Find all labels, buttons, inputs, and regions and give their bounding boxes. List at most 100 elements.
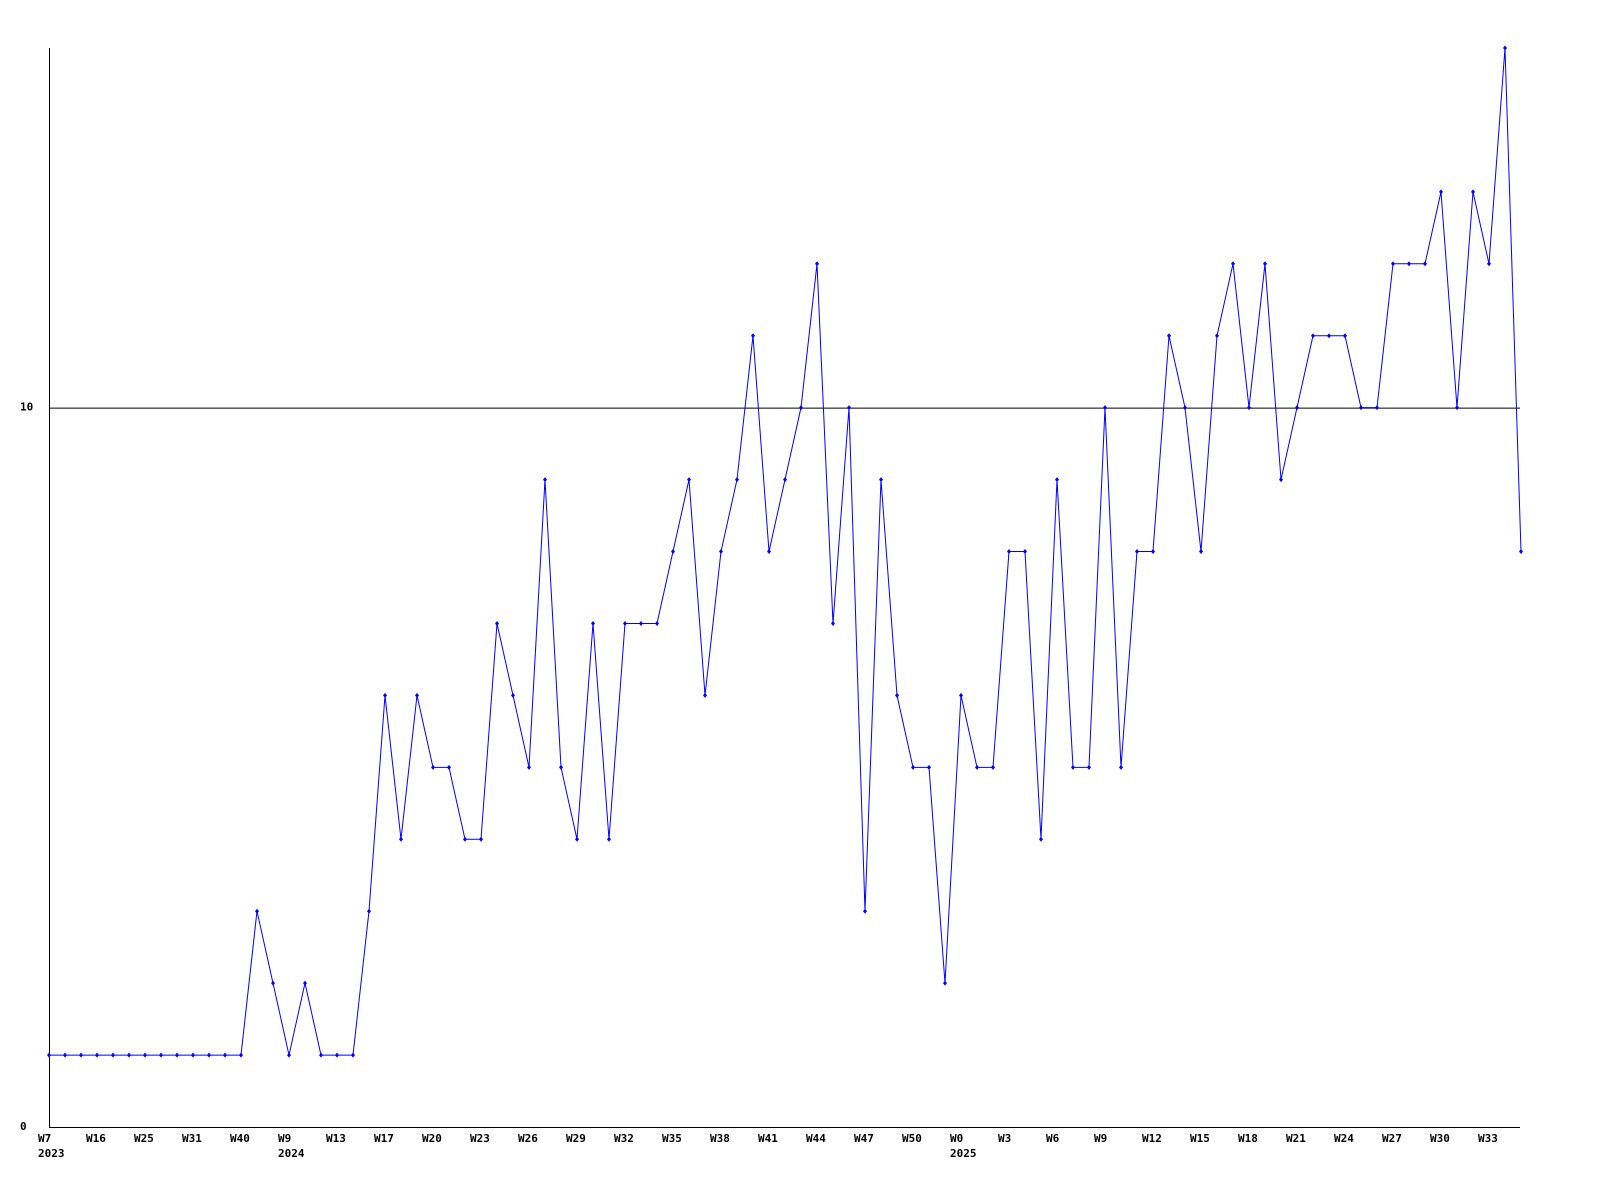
data-point — [1327, 333, 1331, 339]
x-tick-label: W40 — [230, 1132, 250, 1145]
data-point — [815, 261, 819, 267]
data-point — [1359, 405, 1363, 411]
data-point — [1295, 405, 1299, 411]
data-point — [1231, 261, 1235, 267]
data-point — [671, 549, 675, 555]
x-tick-label: W24 — [1334, 1132, 1354, 1145]
data-point — [63, 1052, 67, 1058]
x-tick-label: W27 — [1382, 1132, 1402, 1145]
x-tick-label: W26 — [518, 1132, 538, 1145]
data-point — [1519, 549, 1523, 555]
data-point — [1071, 764, 1075, 770]
data-point — [911, 764, 915, 770]
data-point — [767, 549, 771, 555]
data-point — [543, 477, 547, 483]
data-point — [1055, 477, 1059, 483]
data-point — [287, 1052, 291, 1058]
x-tick-label: W13 — [326, 1132, 346, 1145]
x-tick-label: W17 — [374, 1132, 394, 1145]
data-point — [703, 692, 707, 698]
x-tick-label: W18 — [1238, 1132, 1258, 1145]
data-point — [1135, 549, 1139, 555]
data-point — [1487, 261, 1491, 267]
data-point — [783, 477, 787, 483]
x-tick-label: W29 — [566, 1132, 586, 1145]
data-point — [335, 1052, 339, 1058]
data-point — [831, 620, 835, 626]
data-point — [863, 908, 867, 914]
data-point — [799, 405, 803, 411]
x-tick-label: W9 — [1094, 1132, 1107, 1145]
data-point — [895, 692, 899, 698]
data-point — [271, 980, 275, 986]
data-point — [511, 692, 515, 698]
data-point — [303, 980, 307, 986]
data-point — [943, 980, 947, 986]
data-point — [1391, 261, 1395, 267]
x-tick-label: W16 — [86, 1132, 106, 1145]
data-point — [527, 764, 531, 770]
data-point — [79, 1052, 83, 1058]
x-year-label: 2025 — [950, 1147, 977, 1160]
data-point — [367, 908, 371, 914]
data-point — [1375, 405, 1379, 411]
x-year-label: 2024 — [278, 1147, 305, 1160]
x-tick-label: W47 — [854, 1132, 874, 1145]
x-tick-label: W3 — [998, 1132, 1011, 1145]
x-tick-label: W50 — [902, 1132, 922, 1145]
data-point — [1407, 261, 1411, 267]
x-tick-label: W20 — [422, 1132, 442, 1145]
x-tick-label: W0 — [950, 1132, 963, 1145]
x-tick-label: W33 — [1478, 1132, 1498, 1145]
x-tick-label: W38 — [710, 1132, 730, 1145]
data-point — [975, 764, 979, 770]
data-point — [1471, 189, 1475, 195]
data-point — [495, 620, 499, 626]
data-point — [383, 692, 387, 698]
data-point — [1263, 261, 1267, 267]
data-point — [1007, 549, 1011, 555]
y-tick-label: 0 — [20, 1120, 27, 1133]
data-point — [175, 1052, 179, 1058]
data-point — [1311, 333, 1315, 339]
data-point — [95, 1052, 99, 1058]
data-point — [239, 1052, 243, 1058]
data-point — [191, 1052, 195, 1058]
data-point — [1423, 261, 1427, 267]
x-tick-label: W21 — [1286, 1132, 1306, 1145]
data-point — [399, 836, 403, 842]
data-point — [591, 620, 595, 626]
x-tick-label: W23 — [470, 1132, 490, 1145]
data-point — [1039, 836, 1043, 842]
data-point — [655, 620, 659, 626]
data-point — [1087, 764, 1091, 770]
data-point — [607, 836, 611, 842]
data-point — [927, 764, 931, 770]
data-point — [479, 836, 483, 842]
data-point — [1247, 405, 1251, 411]
x-tick-label: W31 — [182, 1132, 202, 1145]
x-tick-label: W41 — [758, 1132, 778, 1145]
data-point — [463, 836, 467, 842]
data-point — [223, 1052, 227, 1058]
x-tick-label: W25 — [134, 1132, 154, 1145]
data-point — [1439, 189, 1443, 195]
data-point — [1279, 477, 1283, 483]
data-point — [1103, 405, 1107, 411]
data-point — [1023, 549, 1027, 555]
data-point — [319, 1052, 323, 1058]
data-point — [1455, 405, 1459, 411]
x-tick-label: W35 — [662, 1132, 682, 1145]
x-tick-label: W15 — [1190, 1132, 1210, 1145]
data-point — [687, 477, 691, 483]
data-point — [431, 764, 435, 770]
data-point — [111, 1052, 115, 1058]
y-tick-label: 10 — [20, 401, 33, 414]
x-tick-label: W32 — [614, 1132, 634, 1145]
data-line — [49, 47, 1522, 1056]
data-point — [575, 836, 579, 842]
data-point — [351, 1052, 355, 1058]
data-point — [959, 692, 963, 698]
data-point — [447, 764, 451, 770]
